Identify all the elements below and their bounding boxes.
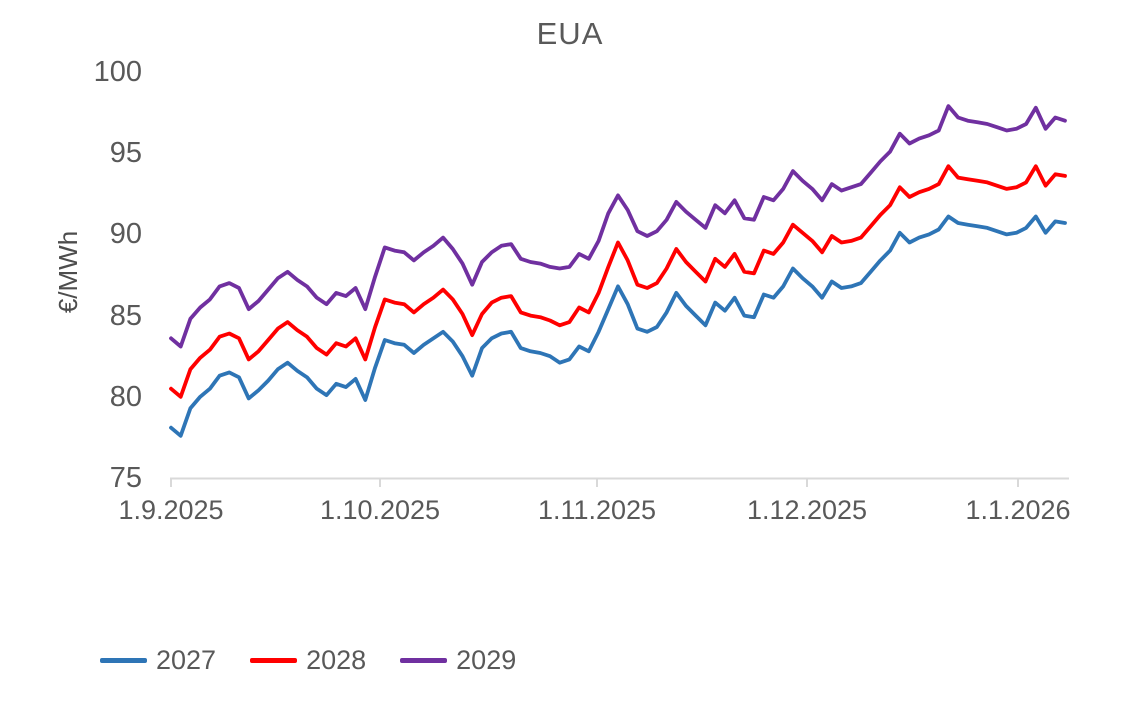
series-line-2027	[169, 214, 1067, 438]
legend-label: 2028	[306, 645, 367, 675]
y-tick-label: 75	[109, 462, 142, 494]
y-tick-label: 95	[109, 137, 142, 170]
legend-item-2027: 2027	[100, 644, 216, 676]
x-tick-label: 1.1.2026	[965, 495, 1071, 525]
legend-swatch-2029	[400, 657, 448, 663]
legend-item-2028: 2028	[250, 644, 366, 676]
y-tick-label: 85	[109, 299, 142, 332]
series-line-2028	[169, 164, 1067, 399]
x-tick-label: 1.9.2025	[118, 495, 224, 525]
y-tick-label: 100	[93, 56, 142, 88]
x-tick-label: 1.11.2025	[537, 495, 657, 525]
legend-label: 2029	[456, 645, 517, 675]
chart-title: EUA	[536, 16, 604, 51]
legend: 2027 2028 2029	[100, 644, 516, 676]
legend-label: 2027	[156, 645, 217, 675]
legend-item-2029: 2029	[400, 644, 516, 676]
y-tick-label: 80	[109, 380, 142, 413]
series-line-2029	[169, 104, 1067, 349]
legend-swatch-2027	[100, 657, 147, 663]
y-tick-label: 90	[109, 218, 142, 251]
x-tick-label: 1.12.2025	[746, 495, 868, 525]
x-tick-label: 1.10.2025	[319, 495, 441, 525]
legend-swatch-2028	[250, 657, 298, 663]
